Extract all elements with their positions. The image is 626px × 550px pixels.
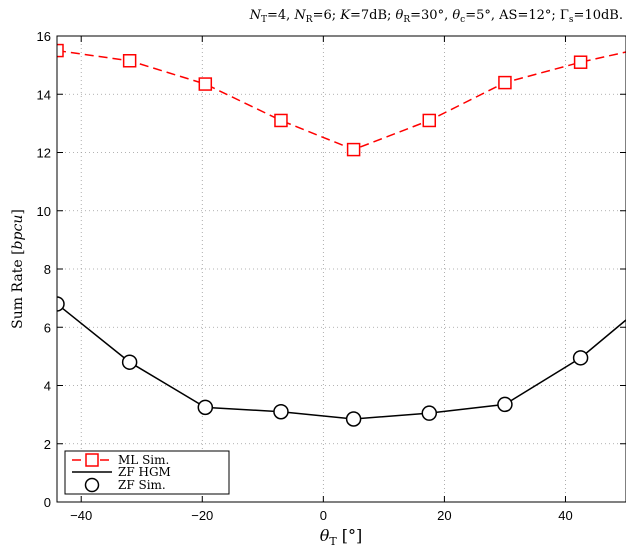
x-tick-label-1: −20: [191, 508, 213, 523]
series-zf-hgm: [57, 304, 626, 419]
legend-zf-hgm-label: ZF HGM: [118, 465, 171, 479]
data-point-ml-sim-7: [575, 56, 587, 68]
y-tick-label-8: 16: [37, 29, 51, 44]
data-point-zf-sim-6: [498, 397, 512, 411]
data-point-zf-sim-7: [574, 351, 588, 365]
data-point-zf-sim-3: [274, 405, 288, 419]
axis-ticks: −40 −20 0 20 40 0 2 4 6 8 10 12 14 16: [37, 29, 626, 523]
series-layer: [50, 45, 626, 426]
legend-ml-marker: [86, 454, 98, 466]
data-point-zf-sim-4: [347, 412, 361, 426]
x-tick-label-2: 0: [320, 508, 327, 523]
data-point-zf-sim-2: [198, 400, 212, 414]
legend-zf-sim-marker: [86, 479, 99, 492]
data-point-ml-sim-3: [275, 114, 287, 126]
legend-zf-sim-label: ZF Sim.: [118, 478, 166, 492]
series-zf-sim: [50, 297, 588, 426]
series-line-zf-hgm: [57, 304, 626, 419]
y-tick-label-0: 0: [44, 495, 51, 510]
series-line-ml-sim: [57, 51, 626, 150]
legend: ML Sim. ZF HGM ZF Sim.: [65, 451, 229, 494]
y-tick-label-7: 14: [37, 87, 51, 102]
x-tick-label-4: 40: [558, 508, 572, 523]
data-point-ml-sim-4: [348, 144, 360, 156]
x-axis-label: θT [°]: [320, 526, 363, 548]
grid-lines: [57, 36, 626, 502]
y-tick-label-5: 10: [37, 204, 51, 219]
y-tick-label-6: 12: [37, 146, 51, 161]
data-point-zf-sim-5: [422, 406, 436, 420]
y-tick-label-4: 8: [44, 262, 51, 277]
y-tick-label-2: 4: [44, 379, 51, 394]
y-axis-label: Sum Rate [bpcu]: [10, 209, 26, 329]
chart-title: NT=4, NR=6; K=7dB; θR=30°, θc=5°, AS=12°…: [249, 8, 623, 25]
y-tick-label-1: 2: [44, 437, 51, 452]
data-point-ml-sim-5: [423, 114, 435, 126]
data-point-ml-sim-2: [199, 78, 211, 90]
x-tick-label-3: 20: [437, 508, 451, 523]
data-point-ml-sim-6: [499, 77, 511, 89]
series-ml-sim: [51, 45, 626, 156]
y-tick-label-3: 6: [44, 320, 51, 335]
data-point-zf-sim-1: [123, 355, 137, 369]
x-tick-label-0: −40: [70, 508, 92, 523]
data-point-ml-sim-1: [124, 55, 136, 67]
